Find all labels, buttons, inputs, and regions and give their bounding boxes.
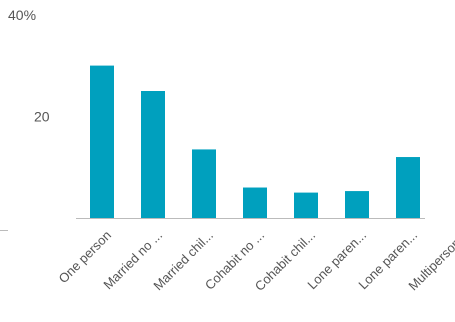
bar	[90, 65, 114, 218]
bar	[396, 157, 420, 218]
y-tick-label: 40%	[8, 7, 36, 23]
bar	[141, 91, 165, 218]
bars-group	[90, 65, 420, 218]
bar	[294, 192, 318, 218]
bar	[345, 191, 369, 218]
bar	[192, 149, 216, 218]
y-axis-ticks: 40% 20	[8, 7, 50, 125]
bar	[243, 187, 267, 218]
y-tick-label: 20	[34, 108, 50, 124]
